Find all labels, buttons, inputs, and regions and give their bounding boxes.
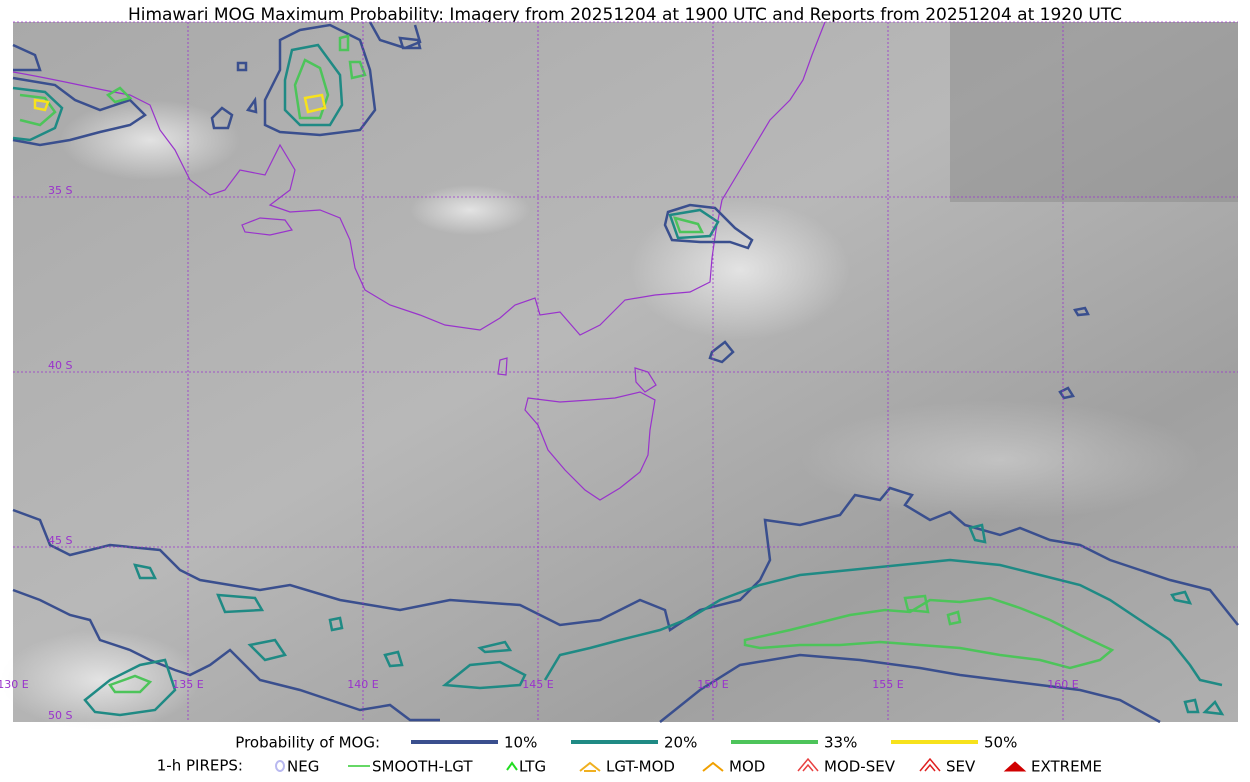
legend-label: 20%	[664, 734, 697, 752]
legend: Probability of MOG: 10% 20% 33% 50% 1-h PIREP…	[157, 734, 1102, 776]
dark-region	[950, 22, 1238, 202]
legend-label: 50%	[984, 734, 1017, 752]
lat-label: 50 S	[48, 709, 72, 722]
pirep-symbol	[919, 757, 941, 772]
lon-labels: 130 E 135 E 140 E 145 E 150 E 155 E 160 E	[0, 678, 1079, 691]
lat-labels: 35 S 40 S 45 S 50 S	[48, 184, 72, 722]
lon-label: 160 E	[1047, 678, 1078, 691]
pirep-symbol	[797, 757, 819, 772]
lon-label: 130 E	[0, 678, 29, 691]
lon-label: 155 E	[872, 678, 903, 691]
lon-label: 145 E	[522, 678, 553, 691]
lat-label: 40 S	[48, 359, 72, 372]
legend-label: NEG	[287, 758, 319, 776]
pirep-symbol	[579, 761, 601, 772]
pirep-symbol	[275, 760, 285, 772]
pirep-symbol	[506, 761, 518, 771]
legend-label: MOD-SEV	[824, 758, 896, 776]
pirep-symbol	[702, 761, 724, 772]
cloud	[0, 630, 200, 730]
legend-label: MOD	[729, 758, 765, 776]
lon-label: 140 E	[347, 678, 378, 691]
lat-label: 45 S	[48, 534, 72, 547]
legend-label: LGT-MOD	[606, 758, 675, 776]
legend-title: 1-h PIREPS:	[157, 757, 243, 775]
legend-label: 33%	[824, 734, 857, 752]
legend-label: SEV	[946, 758, 976, 776]
legend-label: 10%	[504, 734, 537, 752]
legend-title: Probability of MOG:	[235, 734, 380, 752]
map: 35 S 40 S 45 S 50 S 130 E 135 E 140 E 145 E 150…	[0, 21, 1239, 730]
graticule	[13, 21, 1238, 722]
lat-label: 35 S	[48, 184, 72, 197]
legend-label: EXTREME	[1031, 758, 1102, 776]
lon-label: 135 E	[172, 678, 203, 691]
cloud	[60, 100, 240, 180]
lon-label: 150 E	[697, 678, 728, 691]
cloud	[410, 185, 530, 235]
coastline	[12, 21, 826, 501]
legend-label: LTG	[519, 758, 546, 776]
title: Himawari MOG Maximum Probability: Imager…	[128, 5, 1122, 25]
cloud	[630, 200, 850, 340]
pirep-symbol	[1003, 761, 1027, 772]
contours	[12, 21, 1239, 724]
cloud	[800, 400, 1200, 520]
legend-label: SMOOTH-LGT	[372, 758, 473, 776]
